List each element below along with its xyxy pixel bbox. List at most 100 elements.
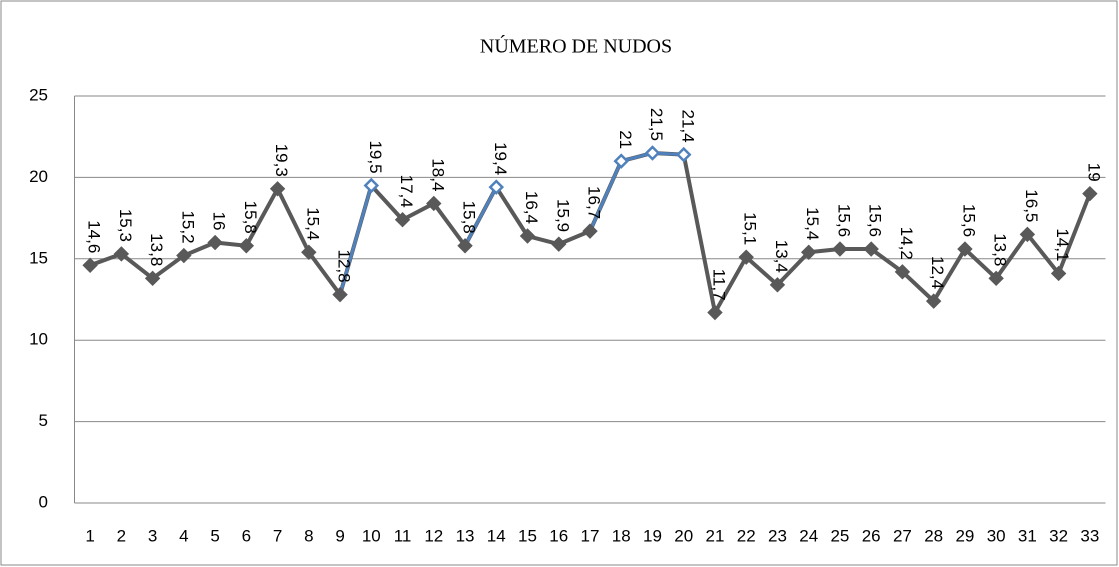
data-label: 19,5: [366, 140, 385, 173]
x-tick-label: 28: [924, 526, 943, 545]
data-label: 16,4: [522, 191, 541, 224]
data-label: 21: [616, 130, 635, 149]
y-tick-label: 0: [39, 492, 48, 511]
x-tick-label: 30: [987, 526, 1006, 545]
marker: [207, 234, 223, 251]
data-label: 15,8: [460, 201, 479, 234]
marker: [426, 195, 442, 212]
marker: [1082, 185, 1098, 202]
highlight-segment: [588, 160, 623, 232]
x-tick-label: 17: [581, 526, 600, 545]
marker: [457, 238, 473, 254]
x-tick-label: 9: [335, 526, 344, 545]
x-tick-label: 26: [862, 526, 881, 545]
x-tick-label: 27: [893, 526, 912, 545]
marker: [644, 145, 661, 161]
marker: [894, 264, 911, 280]
x-tick-label: 3: [148, 526, 157, 545]
marker: [800, 244, 817, 260]
data-label: 16,5: [1022, 189, 1041, 222]
marker: [551, 236, 567, 252]
x-tick-label: 13: [456, 526, 475, 545]
x-tick-label: 14: [487, 526, 506, 545]
marker: [832, 241, 848, 257]
y-tick-label: 25: [29, 85, 48, 104]
data-label: 15,3: [116, 209, 135, 242]
marker: [1050, 265, 1067, 282]
data-label: 19,3: [272, 144, 291, 177]
marker: [144, 270, 161, 287]
data-label: 17,4: [397, 175, 416, 208]
marker: [238, 238, 255, 254]
marker: [863, 241, 879, 257]
marker: [707, 304, 723, 321]
x-tick-label: 25: [830, 526, 849, 545]
marker: [332, 286, 348, 303]
data-label: 21,4: [678, 110, 697, 143]
highlight-segment: [463, 186, 498, 247]
data-label: 16: [210, 212, 229, 231]
data-label: 15,4: [803, 207, 822, 240]
y-tick-label: 5: [39, 411, 48, 430]
marker: [269, 181, 286, 197]
x-tick-label: 12: [424, 526, 443, 545]
marker: [363, 177, 380, 194]
marker: [176, 247, 192, 264]
data-label: 12,8: [335, 250, 354, 283]
x-tick-label: 10: [362, 526, 381, 545]
marker: [519, 228, 536, 244]
x-tick-label: 2: [117, 526, 126, 545]
data-label: 15,6: [866, 204, 885, 237]
data-label: 19: [1084, 163, 1103, 182]
data-label: 16,7: [585, 186, 604, 219]
y-tick-label: 10: [29, 330, 48, 349]
data-label: 11,7: [709, 269, 728, 301]
marker: [82, 257, 98, 274]
data-label: 14,6: [85, 220, 104, 253]
data-label: 13,8: [991, 233, 1010, 266]
x-tick-label: 15: [518, 526, 537, 545]
y-tick-label: 20: [29, 167, 48, 186]
x-tick-label: 19: [643, 526, 662, 545]
x-tick-label: 29: [955, 526, 974, 545]
marker: [613, 153, 630, 169]
data-label: 13,4: [772, 240, 791, 273]
x-tick-label: 22: [737, 526, 756, 545]
x-tick-label: 33: [1080, 526, 1099, 545]
x-tick-label: 32: [1049, 526, 1068, 545]
marker: [113, 246, 130, 262]
marker: [1019, 226, 1036, 243]
x-tick-label: 7: [273, 526, 282, 545]
x-tick-label: 21: [706, 526, 725, 545]
x-tick-label: 31: [1018, 526, 1037, 545]
chart-title: NÚMERO DE NUDOS: [480, 34, 672, 58]
data-label: 15,9: [553, 199, 572, 232]
marker: [769, 277, 786, 293]
x-tick-label: 16: [549, 526, 568, 545]
x-tick-label: 6: [242, 526, 251, 545]
x-tick-label: 11: [394, 526, 412, 545]
marker: [582, 223, 598, 239]
marker: [488, 179, 505, 195]
data-label: 19,4: [491, 142, 510, 175]
x-tick-label: 4: [179, 526, 188, 545]
x-tick-label: 23: [768, 526, 787, 545]
data-label: 15,6: [959, 204, 978, 237]
marker: [925, 293, 942, 309]
marker: [394, 212, 411, 228]
marker: [675, 146, 692, 163]
x-tick-label: 20: [674, 526, 693, 545]
data-label: 21,5: [647, 108, 666, 141]
x-tick-label: 18: [612, 526, 631, 545]
data-label: 14,1: [1053, 228, 1072, 261]
data-label: 15,4: [303, 207, 322, 240]
marker: [301, 244, 317, 260]
data-label: 15,6: [834, 204, 853, 237]
x-tick-label: 1: [85, 526, 94, 545]
x-tick-label: 5: [210, 526, 219, 545]
x-tick-label: 8: [304, 526, 313, 545]
data-label: 14,2: [897, 227, 916, 260]
marker: [957, 241, 973, 257]
marker: [738, 249, 754, 265]
